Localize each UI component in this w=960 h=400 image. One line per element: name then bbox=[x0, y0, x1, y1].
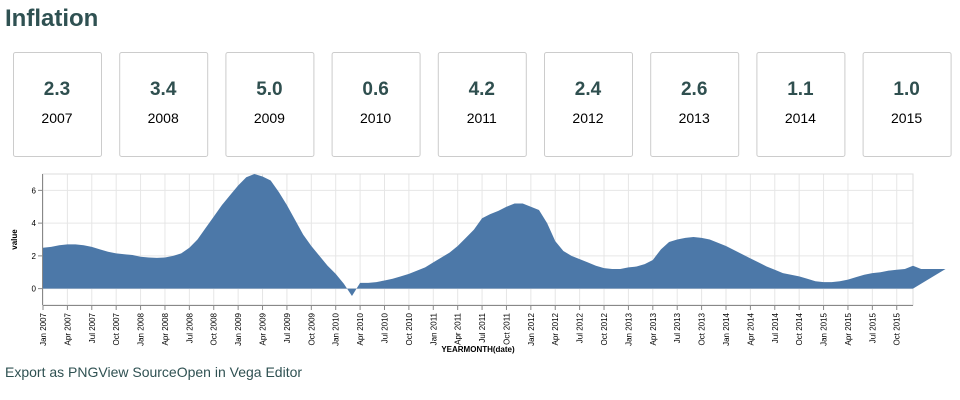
x-tick-label: Jan 2010 bbox=[332, 312, 341, 345]
kpi-value: 2.4 bbox=[575, 79, 602, 100]
kpi-card bbox=[650, 52, 740, 157]
kpi-card bbox=[756, 52, 846, 157]
kpi-year: 2012 bbox=[572, 110, 603, 126]
kpi-year: 2010 bbox=[360, 110, 391, 126]
x-tick-label: Jan 2011 bbox=[429, 312, 438, 345]
x-tick-label: Jan 2009 bbox=[234, 312, 243, 345]
x-tick-label: Jan 2013 bbox=[624, 312, 633, 345]
x-tick-label: Oct 2010 bbox=[405, 312, 414, 345]
x-tick-label: Jan 2008 bbox=[137, 312, 146, 345]
x-tick-label: Jul 2007 bbox=[88, 312, 97, 343]
x-tick-label: Oct 2008 bbox=[210, 312, 219, 345]
x-tick-label: Jul 2013 bbox=[673, 312, 682, 343]
x-tick-label: Oct 2013 bbox=[698, 312, 707, 345]
x-tick-label: Jul 2009 bbox=[283, 312, 292, 343]
kpi-year: 2011 bbox=[467, 110, 497, 126]
x-tick-label: Apr 2009 bbox=[259, 312, 268, 345]
kpi-value: 1.0 bbox=[893, 79, 919, 100]
kpi-card bbox=[13, 52, 102, 157]
y-tick-label: 2 bbox=[32, 252, 37, 261]
x-tick-label: Apr 2010 bbox=[356, 312, 365, 345]
x-tick-label: Apr 2008 bbox=[161, 312, 170, 345]
link[interactable]: View Source bbox=[98, 364, 177, 380]
kpi-card bbox=[437, 52, 527, 157]
kpi-value: 2.6 bbox=[681, 79, 707, 100]
y-tick-label: 0 bbox=[32, 285, 37, 294]
x-tick-label: Jan 2007 bbox=[39, 312, 48, 345]
x-tick-label: Apr 2014 bbox=[746, 312, 755, 345]
kpi-value: 0.6 bbox=[362, 79, 388, 100]
links: Export as PNGView SourceOpen in Vega Edi… bbox=[5, 364, 302, 380]
x-tick-label: Oct 2012 bbox=[600, 312, 609, 345]
x-tick-label: Apr 2013 bbox=[649, 312, 658, 345]
kpi-card bbox=[544, 52, 633, 157]
x-tick-label: Apr 2007 bbox=[63, 312, 72, 345]
x-tick-label: Oct 2011 bbox=[502, 312, 511, 344]
kpi-year: 2014 bbox=[785, 110, 816, 126]
x-tick-label: Jul 2008 bbox=[185, 312, 194, 343]
kpi-value: 4.2 bbox=[469, 79, 495, 100]
page-title: Inflation bbox=[5, 5, 98, 32]
x-tick-label: Jan 2014 bbox=[722, 312, 731, 345]
link[interactable]: Export as PNG bbox=[5, 364, 98, 380]
x-tick-label: Oct 2014 bbox=[795, 312, 804, 345]
x-tick-label: Jan 2012 bbox=[527, 312, 536, 345]
kpi-card bbox=[119, 52, 209, 157]
x-tick-label: Jul 2014 bbox=[771, 312, 780, 343]
kpi-value: 5.0 bbox=[256, 79, 282, 100]
x-tick-label: Jul 2015 bbox=[868, 312, 877, 343]
kpi-year: 2013 bbox=[679, 110, 710, 126]
x-tick-label: Apr 2012 bbox=[551, 312, 560, 345]
x-tick-label: Jul 2012 bbox=[576, 312, 585, 343]
kpi-card bbox=[331, 52, 421, 157]
y-tick-label: 4 bbox=[32, 219, 37, 228]
x-tick-label: Oct 2007 bbox=[112, 312, 121, 345]
x-tick-label: Oct 2009 bbox=[307, 312, 316, 345]
x-tick-label: Jul 2011 bbox=[478, 312, 487, 342]
kpi-year: 2007 bbox=[41, 110, 72, 126]
x-axis-title: YEARMONTH(date) bbox=[441, 345, 515, 354]
kpi-value: 3.4 bbox=[150, 79, 177, 100]
y-tick-label: 6 bbox=[32, 186, 37, 195]
kpi-year: 2015 bbox=[891, 110, 922, 126]
kpi-card bbox=[862, 52, 952, 157]
x-tick-label: Jan 2015 bbox=[820, 312, 829, 345]
kpi-card bbox=[225, 52, 315, 157]
kpi-value: 1.1 bbox=[787, 79, 814, 100]
x-tick-label: Oct 2015 bbox=[893, 312, 902, 345]
x-tick-label: Jul 2010 bbox=[380, 312, 389, 343]
y-axis-title: value bbox=[10, 229, 19, 250]
x-tick-label: Apr 2015 bbox=[844, 312, 853, 345]
kpi-year: 2009 bbox=[254, 110, 285, 126]
x-tick-label: Apr 2011 bbox=[454, 312, 463, 344]
kpi-year: 2008 bbox=[148, 110, 179, 126]
kpi-value: 2.3 bbox=[44, 79, 70, 100]
area bbox=[43, 174, 946, 296]
link[interactable]: Open in Vega Editor bbox=[177, 364, 303, 380]
